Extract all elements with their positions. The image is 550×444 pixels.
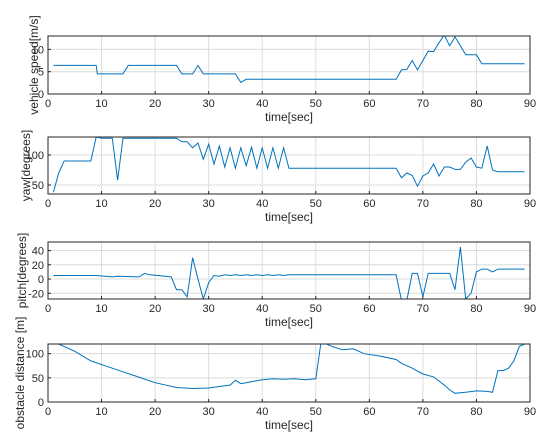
- y-tick-label: 0: [38, 397, 44, 409]
- series-line-1: [53, 344, 525, 394]
- y-axis-label: yaw[degrees]: [19, 130, 33, 201]
- x-tick-label: 0: [45, 198, 51, 210]
- x-tick-label: 80: [470, 98, 482, 110]
- series-line-1: [53, 36, 525, 84]
- x-tick-label: 0: [45, 303, 51, 315]
- x-tick-label: 90: [524, 198, 536, 210]
- x-tick-label: 40: [256, 406, 268, 418]
- x-axis-label: time[sec]: [265, 315, 313, 329]
- x-tick-label: 40: [256, 98, 268, 110]
- y-tick-label: 50: [32, 373, 44, 385]
- y-tick-label: 100: [26, 349, 44, 361]
- x-tick-label: 30: [203, 303, 215, 315]
- x-tick-label: 90: [524, 303, 536, 315]
- y-axis-label: pitch[degrees]: [15, 233, 29, 308]
- x-tick-label: 30: [203, 406, 215, 418]
- x-tick-label: 80: [470, 406, 482, 418]
- plot-area: [48, 242, 530, 299]
- x-tick-label: 0: [45, 406, 51, 418]
- x-tick-label: 60: [363, 198, 375, 210]
- y-tick-label: 20: [32, 260, 44, 272]
- x-tick-label: 70: [417, 406, 429, 418]
- x-tick-label: 10: [95, 98, 107, 110]
- subplot-3: 0 10 20 30 40 50 60 70 80 90-2002040time[sec]pitc…: [15, 233, 536, 329]
- axes-box: [47, 35, 531, 95]
- series-line-1: [53, 246, 525, 299]
- x-tick-label: 50: [310, 198, 322, 210]
- x-tick-label: 40: [256, 303, 268, 315]
- y-axis-label: obstacle distance [m]: [13, 317, 27, 430]
- y-tick-label: 50: [32, 180, 44, 192]
- axes-box: [47, 241, 531, 300]
- x-tick-label: 50: [310, 303, 322, 315]
- subplot-2: 0 10 20 30 40 50 60 70 80 90 50 100 time[sec] yaw[deg…: [19, 130, 536, 224]
- x-tick-label: 90: [524, 406, 536, 418]
- y-tick-label: 5: [38, 67, 44, 79]
- y-tick-label: 40: [32, 246, 44, 258]
- x-tick-label: 10: [95, 198, 107, 210]
- x-axis-label: time[sec]: [265, 110, 313, 124]
- plot-area: [48, 36, 530, 94]
- subplot-4: 0 10 20 30 40 50 60 70 80 90 0 50 100 time[sec] obstac…: [13, 317, 536, 432]
- y-tick-label: 100: [26, 150, 44, 162]
- x-tick-label: 60: [363, 406, 375, 418]
- x-tick-label: 60: [363, 303, 375, 315]
- x-tick-label: 70: [417, 98, 429, 110]
- x-tick-label: 20: [149, 303, 161, 315]
- x-tick-label: 20: [149, 198, 161, 210]
- subplot-1: 0 10 20 30 40 50 60 70 80 90 0 5 10 time[sec] vehicle …: [27, 15, 536, 124]
- x-tick-label: 80: [470, 303, 482, 315]
- x-tick-label: 30: [203, 98, 215, 110]
- x-axis-label: time[sec]: [265, 418, 313, 432]
- x-tick-label: 90: [524, 98, 536, 110]
- y-tick-label: 0: [38, 274, 44, 286]
- x-axis-label: time[sec]: [265, 210, 313, 224]
- x-tick-label: 30: [203, 198, 215, 210]
- x-tick-label: 80: [470, 198, 482, 210]
- y-tick-label: 10: [32, 44, 44, 56]
- x-tick-label: 40: [256, 198, 268, 210]
- x-tick-label: 10: [95, 303, 107, 315]
- x-tick-label: 10: [95, 406, 107, 418]
- x-tick-label: 70: [417, 198, 429, 210]
- axes-box: [47, 343, 531, 403]
- series-line-1: [52, 137, 525, 193]
- x-tick-label: 50: [310, 406, 322, 418]
- x-tick-label: 20: [149, 98, 161, 110]
- x-tick-label: 70: [417, 303, 429, 315]
- y-axis-label: vehicle speed[m/s]: [27, 15, 41, 114]
- y-tick-label: 0: [38, 89, 44, 101]
- y-tick-label: -20: [28, 288, 44, 300]
- axes-box: [47, 136, 531, 195]
- x-tick-label: 20: [149, 406, 161, 418]
- x-tick-label: 50: [310, 98, 322, 110]
- x-tick-label: 60: [363, 98, 375, 110]
- x-tick-label: 0: [45, 98, 51, 110]
